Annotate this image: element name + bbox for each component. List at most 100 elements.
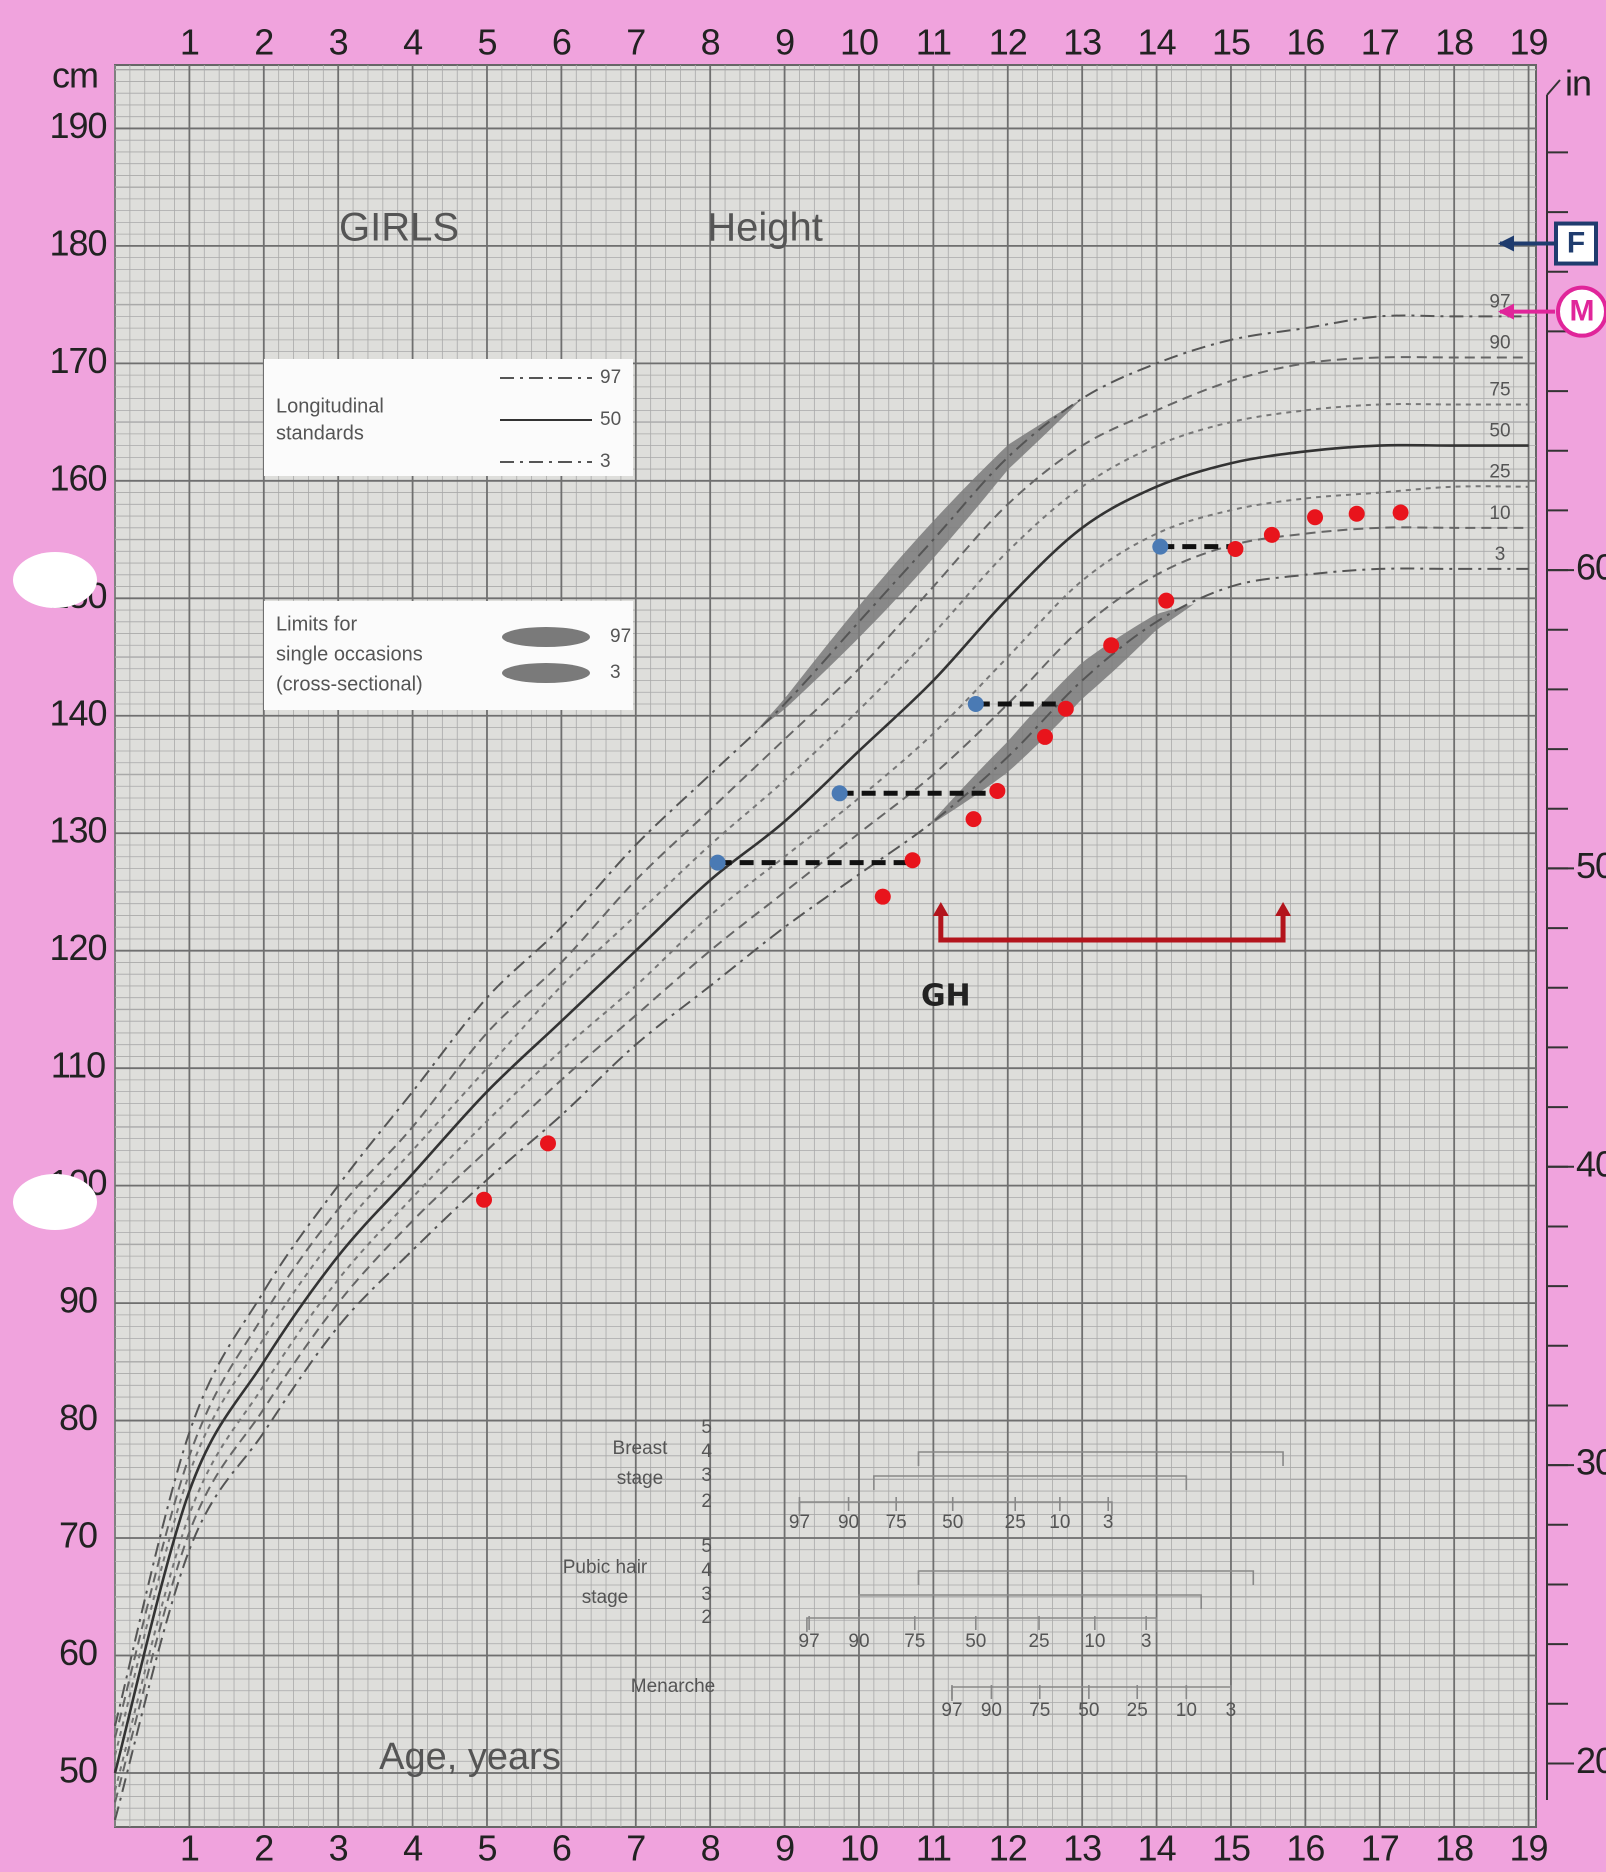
stage-label: 3 — [701, 1465, 712, 1486]
x-tick-label-top: 4 — [403, 22, 422, 63]
x-tick-label: 10 — [840, 1828, 878, 1869]
stage-label: 2 — [701, 1491, 712, 1512]
bone-age-point — [967, 696, 984, 713]
y2-tick-label: 30 — [1576, 1442, 1606, 1483]
x-tick-label: 5 — [477, 1828, 496, 1869]
percentile-age-label: 10 — [1049, 1512, 1070, 1533]
y-tick-label: 180 — [49, 222, 106, 263]
x-tick-label: 3 — [329, 1828, 348, 1869]
height-point — [1307, 509, 1324, 526]
percentile-age-label: 90 — [838, 1512, 859, 1533]
x-tick-label-top: 17 — [1361, 22, 1399, 63]
band-legend-label: 97 — [610, 626, 631, 647]
legend-label: 97 — [600, 367, 621, 388]
percentile-age-label: 25 — [1005, 1512, 1026, 1533]
x-tick-label-top: 5 — [477, 22, 496, 63]
bone-age-point — [831, 785, 848, 802]
hole-punch — [13, 552, 97, 608]
legend-label: 3 — [600, 451, 611, 472]
y2-tick-label: 40 — [1576, 1143, 1606, 1184]
maturity-title: Pubic hair — [563, 1557, 648, 1578]
parent-circle — [1556, 285, 1606, 338]
height-point — [1036, 728, 1053, 745]
stage-label: 3 — [701, 1584, 712, 1605]
band-legend-title: single occasions — [276, 643, 423, 665]
percentile-age-label: 75 — [886, 1512, 907, 1533]
x-tick-label: 7 — [626, 1828, 645, 1869]
y-tick-label: 130 — [49, 810, 106, 851]
x-tick-label: 19 — [1510, 1828, 1548, 1869]
percentile-age-label: 90 — [981, 1700, 1002, 1721]
parent-arrowhead — [1498, 235, 1514, 252]
x-tick-label-top: 10 — [840, 22, 878, 63]
x-tick-label: 15 — [1212, 1828, 1250, 1869]
y-tick-label: 70 — [59, 1515, 97, 1556]
percentile-age-label: 50 — [1078, 1700, 1099, 1721]
percentile-age-label: 3 — [1141, 1631, 1152, 1652]
x-tick-label-top: 11 — [916, 22, 951, 63]
y-tick-label: 60 — [59, 1632, 97, 1673]
y-tick-label: 90 — [59, 1280, 97, 1321]
percentile-age-label: 3 — [1103, 1512, 1114, 1533]
percentile-age-label: 10 — [1176, 1700, 1197, 1721]
y-tick-label: 190 — [49, 105, 106, 146]
percentile-curve — [114, 485, 1529, 1791]
maturity-title: Menarche — [631, 1676, 716, 1697]
single-occasion-band — [754, 398, 1083, 733]
x-axis-label: Age, years — [379, 1736, 561, 1778]
percentile-age-label: 50 — [965, 1631, 986, 1652]
maturity-title: stage — [582, 1587, 628, 1608]
x-tick-label-top: 16 — [1286, 22, 1324, 63]
percentile-label: 90 — [1489, 333, 1510, 354]
y-tick-label: 120 — [49, 927, 106, 968]
x-tick-label-top: 18 — [1435, 22, 1473, 63]
height-point — [1392, 504, 1409, 521]
band-legend-title: (cross-sectional) — [276, 673, 423, 695]
x-tick-label-top: 8 — [701, 22, 720, 63]
percentile-age-label: 97 — [789, 1512, 810, 1533]
height-point — [476, 1191, 493, 1208]
stage-range — [806, 1617, 1158, 1632]
legend-label: 50 — [600, 409, 621, 430]
percentile-label: 10 — [1489, 503, 1510, 524]
height-point — [1057, 700, 1074, 717]
hole-punch — [13, 1174, 97, 1230]
x-tick-label: 14 — [1138, 1828, 1176, 1869]
x-tick-label: 2 — [254, 1828, 273, 1869]
height-point — [1348, 505, 1365, 522]
height-point — [1158, 592, 1175, 609]
stage-label: 4 — [701, 1441, 712, 1462]
percentile-age-label: 97 — [941, 1700, 962, 1721]
x-tick-label-top: 15 — [1212, 22, 1250, 63]
y2-axis-cap — [1546, 79, 1561, 96]
y2-tick-label: 60 — [1576, 547, 1606, 588]
x-tick-label: 6 — [552, 1828, 571, 1869]
maturity-title: Breast — [613, 1438, 669, 1459]
percentile-age-label: 25 — [1127, 1700, 1148, 1721]
percentile-age-label: 10 — [1084, 1631, 1105, 1652]
band-legend-label: 3 — [610, 662, 621, 683]
gh-arrowhead — [932, 902, 949, 916]
stage-label: 5 — [701, 1417, 712, 1438]
band-legend-swatch — [502, 627, 590, 647]
percentile-age-label: 97 — [799, 1631, 820, 1652]
x-tick-label: 9 — [775, 1828, 794, 1869]
stage-label: 5 — [701, 1536, 712, 1557]
x-tick-label-top: 19 — [1510, 22, 1548, 63]
chart-title: Height — [707, 206, 823, 250]
band-legend-box — [264, 601, 633, 710]
y-tick-label: 170 — [49, 340, 106, 381]
x-tick-label-top: 2 — [254, 22, 273, 63]
legend-title: Longitudinal — [276, 395, 384, 417]
parent-label: M — [1570, 295, 1595, 328]
x-tick-label-top: 9 — [775, 22, 794, 63]
x-tick-label: 16 — [1286, 1828, 1324, 1869]
percentile-curve — [114, 356, 1529, 1738]
percentile-curve — [113, 443, 1529, 1774]
percentile-age-label: 75 — [904, 1631, 925, 1652]
percentile-label: 25 — [1489, 462, 1510, 483]
y2-tick-label: 50 — [1576, 845, 1606, 886]
percentile-label: 50 — [1489, 421, 1510, 442]
gh-label: GH — [921, 979, 971, 1014]
